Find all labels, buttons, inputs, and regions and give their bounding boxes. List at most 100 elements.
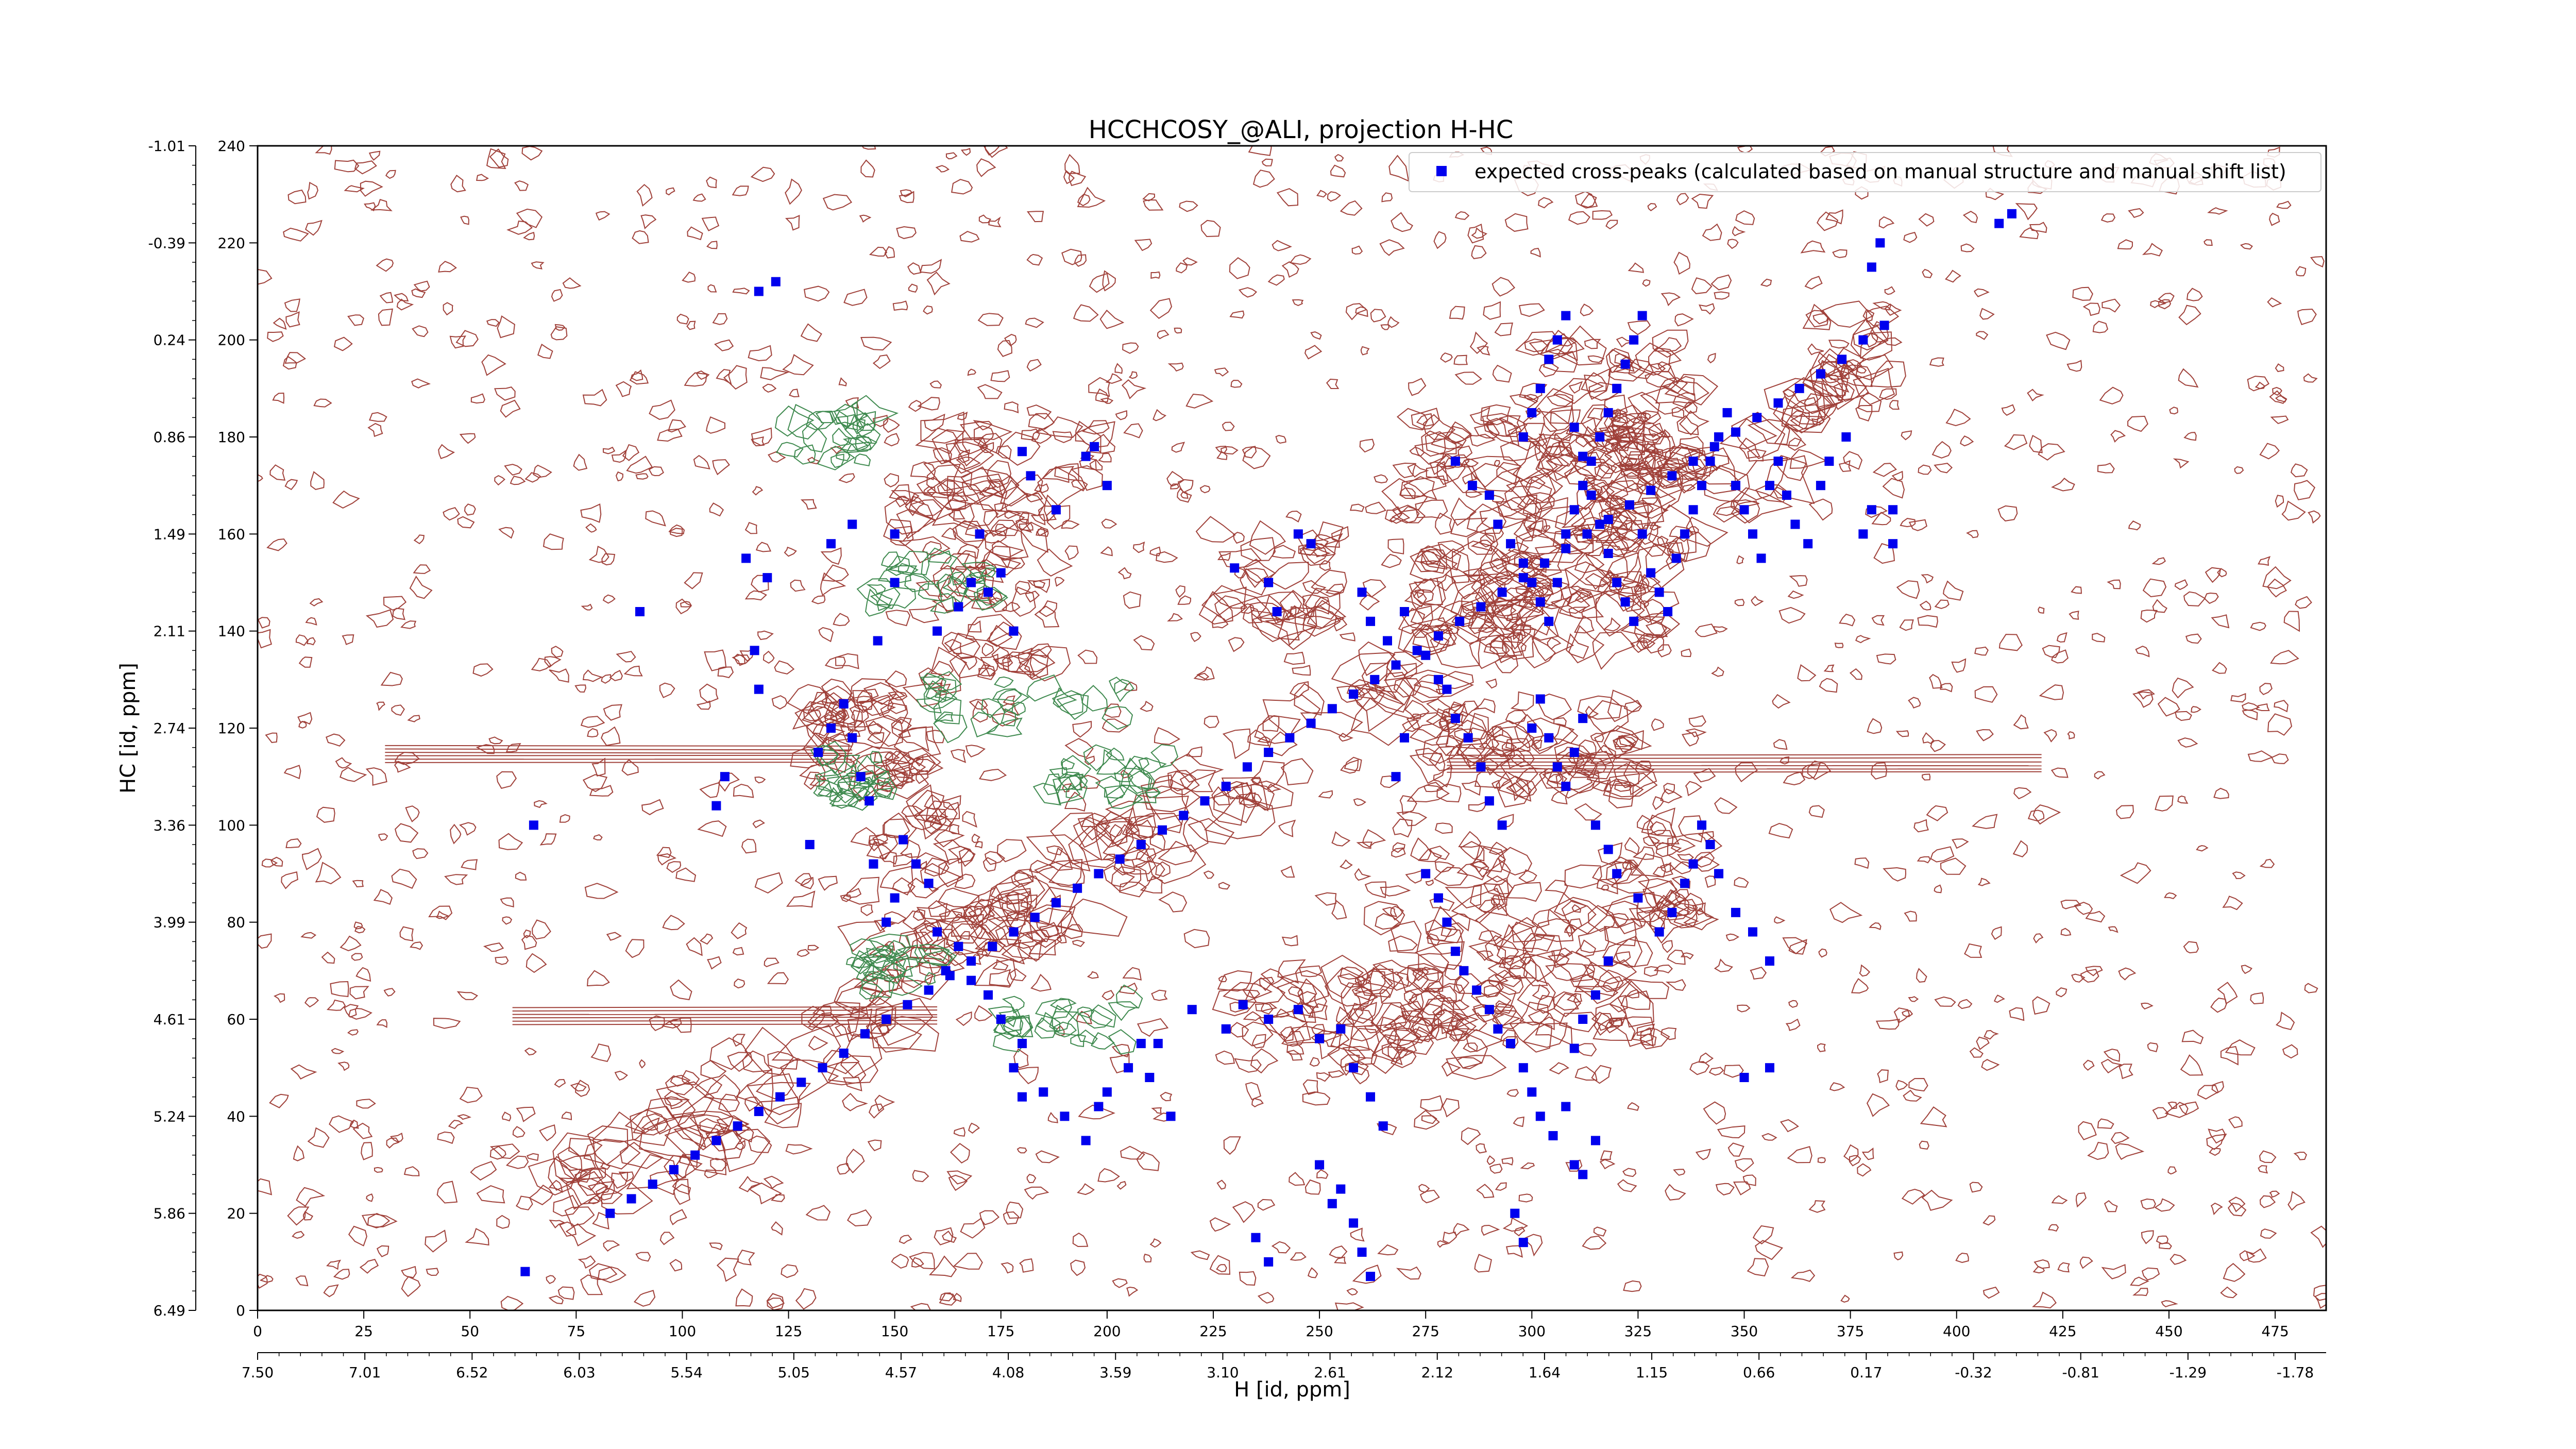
contour-blob [1472, 845, 1506, 878]
contour-blob [335, 757, 352, 769]
contour-blob [1068, 825, 1129, 868]
contour-blob [1895, 730, 1909, 737]
contour-blob [972, 700, 989, 723]
contour-blob [436, 1181, 458, 1204]
contour-blob [805, 1205, 831, 1221]
contour-blob [1073, 818, 1107, 848]
contour-blob [1903, 231, 1918, 243]
contour-blob [2177, 737, 2198, 748]
contour-blob [1883, 867, 1907, 882]
contour-blob [977, 384, 1003, 399]
cross-peak-point [1548, 1131, 1558, 1140]
contour-blob [580, 716, 605, 728]
contour-blob [1352, 1265, 1382, 1284]
contour-blob [771, 1024, 841, 1064]
contour-blob [1319, 560, 1331, 571]
contour-blob [510, 476, 526, 485]
contour-blob [636, 183, 653, 207]
contour-blob [1592, 1017, 1636, 1041]
contour-blob [1839, 613, 1856, 627]
contour-blob [1286, 1043, 1304, 1055]
contour-blob [448, 1120, 464, 1130]
contour-blob [1857, 366, 1867, 374]
contour-blob [2137, 689, 2156, 700]
contour-blob [1133, 635, 1155, 651]
contour-blob [1392, 504, 1426, 524]
contour-blob [1825, 209, 1843, 225]
cross-peak-point [1476, 762, 1486, 772]
contour-blob [1294, 683, 1325, 716]
contour-blob [494, 386, 516, 401]
contour-blob [820, 547, 842, 565]
contour-blob [856, 961, 883, 983]
contour-blob [1768, 822, 1793, 839]
y-tick-label: 0 [236, 1302, 245, 1319]
contour-blob [1772, 694, 1791, 709]
contour-blob [700, 1059, 727, 1079]
contour-blob [1195, 516, 1236, 543]
contour-blob [281, 871, 298, 889]
contour-blob [347, 314, 364, 326]
contour-blob [396, 298, 414, 311]
contour-blob [884, 473, 899, 487]
cross-peak-point [1620, 359, 1630, 369]
contour-blob [543, 533, 564, 550]
contour-blob [842, 1092, 868, 1111]
cross-peak-point [1242, 762, 1252, 772]
contour-blob [595, 211, 611, 221]
contour-blob [1001, 1262, 1014, 1274]
contour-blob [1533, 739, 1543, 750]
contour-blob [2038, 443, 2065, 461]
contour-blob [2057, 1262, 2070, 1273]
contour-blob [1931, 441, 1952, 459]
cross-peak-point [796, 1077, 806, 1087]
contour-blob [1486, 1155, 1495, 1166]
contour-blob [1137, 1018, 1169, 1037]
contour-blob [851, 710, 863, 722]
cross-peak-point [1009, 626, 1019, 636]
contour-blob [534, 800, 548, 808]
contour-blob [1459, 590, 1497, 624]
contour-blob [489, 1143, 520, 1159]
contour-blob [958, 449, 971, 463]
contour-blob [748, 1182, 783, 1205]
contour-blob [900, 189, 913, 197]
contour-blob [623, 665, 643, 677]
contour-blob [742, 1050, 773, 1073]
x-tick-label: 425 [2049, 1323, 2076, 1340]
contour-blob [2141, 1002, 2154, 1010]
cross-peak-point [1484, 491, 1494, 500]
contour-blob [2281, 500, 2306, 521]
contour-blob [359, 1258, 379, 1274]
contour-blob [2267, 578, 2287, 598]
contour-blob [553, 1194, 580, 1217]
contour-blob [1218, 975, 1227, 983]
contour-blob [1738, 437, 1761, 459]
contour-blob [977, 585, 1007, 606]
contour-blob [344, 1004, 359, 1018]
contour-blob [307, 181, 318, 200]
contour-blob [1631, 1028, 1654, 1048]
contour-blob [926, 272, 951, 296]
contour-blob [657, 853, 677, 866]
contour-blob [1615, 951, 1631, 964]
contour-blob [258, 474, 263, 482]
contour-blob [1637, 892, 1673, 914]
contour-blob [669, 528, 683, 537]
contour-blob [1393, 678, 1421, 698]
contour-blob [2169, 407, 2178, 415]
contour-blob [639, 1059, 646, 1069]
contour-streak [385, 748, 853, 751]
contour-blob [929, 815, 952, 831]
contour-blob [635, 1252, 651, 1262]
contour-blob [1603, 778, 1644, 800]
contour-blob [332, 490, 360, 509]
contour-blob [1807, 343, 1824, 356]
contour-blob [258, 1273, 268, 1289]
contour-blob [505, 1155, 529, 1169]
contour-blob [1314, 892, 1337, 906]
contour-blob [1651, 462, 1698, 489]
contour-blob [1248, 146, 1272, 156]
contour-blob [1034, 483, 1049, 493]
contour-blob [1481, 1224, 1500, 1236]
